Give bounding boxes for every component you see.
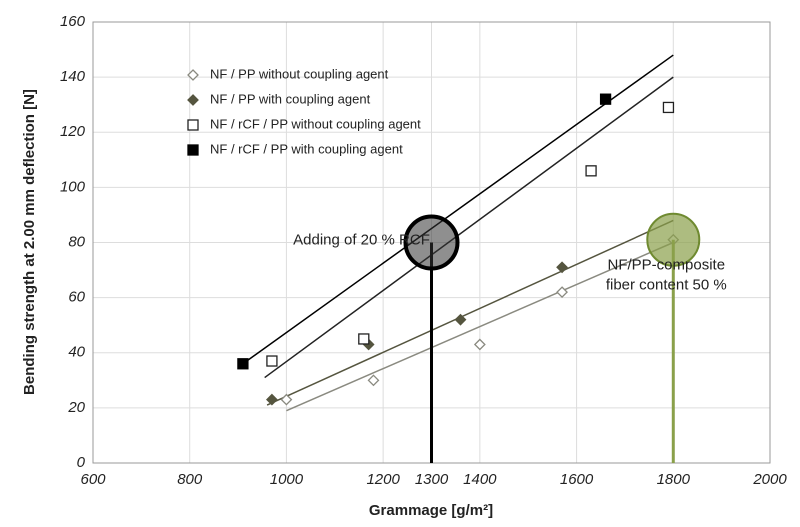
x-tick-label: 1200: [366, 471, 400, 488]
y-tick-label: 160: [60, 13, 86, 30]
legend: NF / PP without coupling agent NF / PP wi…: [187, 66, 421, 156]
point: [358, 333, 370, 345]
y-tick-label: 60: [68, 289, 85, 306]
y-tick-label: 0: [77, 454, 86, 471]
point: [556, 286, 568, 299]
point: [473, 338, 486, 351]
point: [662, 101, 675, 114]
annotation-text: Adding of 20 % RCF: [293, 231, 430, 248]
point: [585, 165, 597, 177]
x-tick-label: 1300: [415, 471, 449, 488]
point: [280, 393, 293, 406]
y-tick-label: 80: [68, 233, 85, 250]
x-tick-label: 1800: [657, 471, 691, 488]
point: [367, 374, 380, 387]
y-tick-label: 140: [60, 68, 86, 85]
point: [556, 261, 568, 274]
x-tick-label: 1400: [463, 471, 497, 488]
y-tick-label: 20: [67, 399, 85, 416]
x-axis-title: Grammage [g/m²]: [369, 502, 493, 519]
y-tick-label: 120: [60, 123, 86, 140]
trend-line: [266, 219, 674, 406]
y-tick-label: 100: [60, 178, 86, 195]
legend-label: NF / rCF / PP without coupling agent: [210, 116, 421, 131]
trend-line: [286, 241, 674, 412]
point: [187, 94, 199, 106]
annotation-text: NF/PP-composite: [608, 257, 726, 274]
x-tick-label: 600: [80, 471, 106, 488]
annotation-circle: [403, 214, 460, 271]
annotation-circle: [646, 212, 701, 267]
x-tick-label: 2000: [752, 471, 787, 488]
trend-line: [242, 54, 674, 365]
legend-label: NF / PP with coupling agent: [210, 91, 371, 106]
legend-label: NF / rCF / PP with coupling agent: [210, 141, 403, 156]
y-axis-title: Bending strength at 2.00 mm deflection […: [21, 89, 38, 395]
x-tick-label: 1600: [560, 471, 594, 488]
point: [187, 69, 199, 81]
annotation-text: fiber content 50 %: [606, 277, 727, 294]
y-tick-label: 40: [68, 344, 85, 361]
point: [187, 144, 199, 156]
x-tick-label: 1000: [270, 471, 304, 488]
x-tick-label: 800: [177, 471, 203, 488]
point: [187, 119, 199, 131]
point: [454, 313, 467, 326]
legend-label: NF / PP without coupling agent: [210, 66, 389, 81]
point: [237, 358, 249, 370]
point: [266, 355, 278, 367]
point: [266, 393, 278, 406]
point: [599, 93, 612, 105]
trend-line: [264, 76, 674, 379]
